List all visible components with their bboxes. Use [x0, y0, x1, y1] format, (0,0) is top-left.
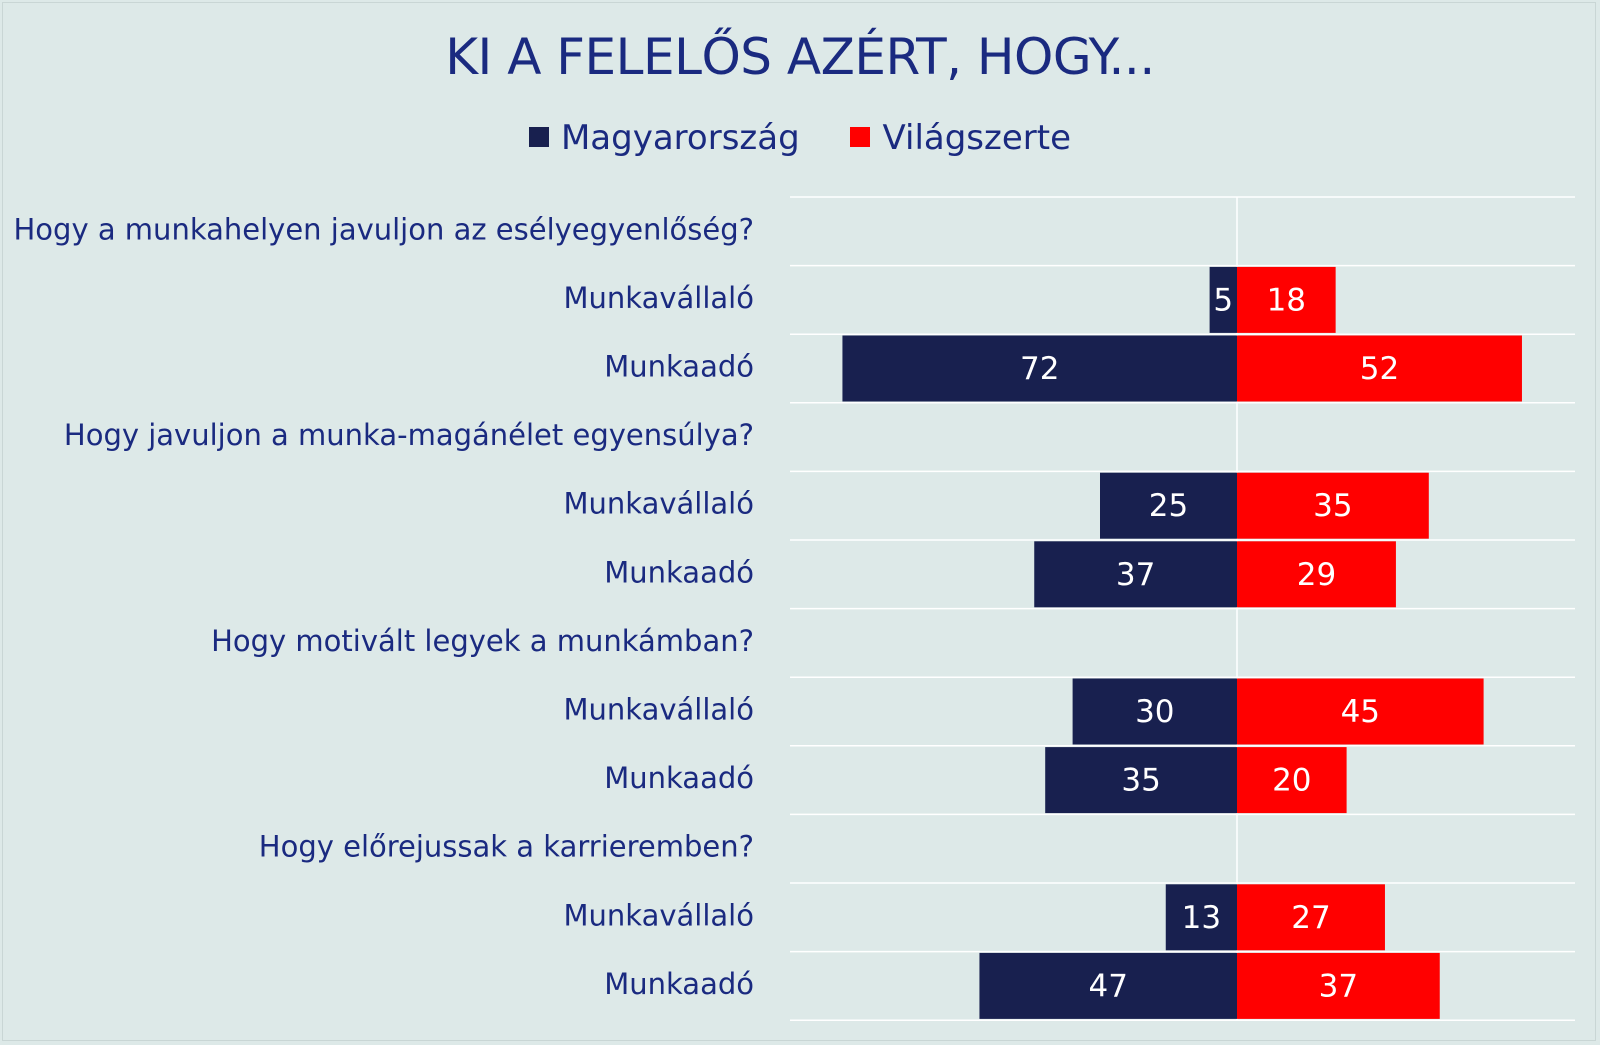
- value-label-magyarorszag: 30: [1135, 694, 1174, 730]
- question-label: Hogy javuljon a munka-magánélet egyensúl…: [64, 418, 754, 452]
- value-label-vilagszerte: 20: [1272, 763, 1311, 799]
- legend-label-magyarorszag: Magyarország: [560, 118, 800, 158]
- value-label-vilagszerte: 45: [1341, 694, 1380, 730]
- bar-magyarorszag: [1045, 747, 1237, 814]
- bar-vilagszerte: [1237, 747, 1347, 814]
- value-label-vilagszerte: 18: [1267, 282, 1306, 318]
- value-label-magyarorszag: 47: [1088, 968, 1127, 1004]
- bar-magyarorszag: [979, 952, 1237, 1019]
- bar-vilagszerte: [1237, 472, 1429, 539]
- value-label-magyarorszag: 5: [1213, 282, 1233, 318]
- value-label-magyarorszag: 72: [1020, 351, 1059, 387]
- bar-magyarorszag: [1209, 266, 1237, 333]
- category-label: Munkavállaló: [564, 898, 754, 932]
- bar-vilagszerte: [1237, 541, 1396, 608]
- category-label: Munkavállaló: [564, 487, 754, 521]
- bar-vilagszerte: [1237, 952, 1440, 1019]
- value-label-magyarorszag: 37: [1116, 557, 1155, 593]
- value-label-vilagszerte: 27: [1291, 900, 1330, 936]
- bar-magyarorszag: [1165, 884, 1237, 951]
- legend-swatch-magyarorszag: [528, 127, 549, 147]
- bar-magyarorszag: [842, 335, 1237, 402]
- bar-vilagszerte: [1237, 884, 1385, 951]
- question-label: Hogy előrejussak a karrieremben?: [259, 830, 754, 864]
- legend: Magyarország Világszerte: [0, 118, 1600, 158]
- bar-vilagszerte: [1237, 266, 1336, 333]
- bar-magyarorszag: [1100, 472, 1237, 539]
- question-label: Hogy a munkahelyen javuljon az esélyegye…: [13, 212, 754, 246]
- category-label: Munkaadó: [604, 555, 754, 589]
- value-label-magyarorszag: 25: [1149, 488, 1188, 524]
- value-label-vilagszerte: 52: [1360, 351, 1399, 387]
- bar-magyarorszag: [1034, 541, 1237, 608]
- chart-title: KI A FELELŐS AZÉRT, HOGY...: [445, 28, 1155, 86]
- legend-swatch-vilagszerte: [850, 127, 871, 147]
- legend-item-magyarorszag: Magyarország: [528, 118, 800, 158]
- value-label-vilagszerte: 29: [1297, 557, 1336, 593]
- value-label-magyarorszag: 13: [1182, 900, 1221, 936]
- legend-item-vilagszerte: Világszerte: [850, 118, 1071, 158]
- legend-label-vilagszerte: Világszerte: [882, 118, 1072, 158]
- bar-magyarorszag: [1072, 678, 1237, 745]
- bar-vilagszerte: [1237, 678, 1484, 745]
- value-label-vilagszerte: 37: [1319, 968, 1358, 1004]
- bar-vilagszerte: [1237, 335, 1522, 402]
- category-label: Munkaadó: [604, 761, 754, 795]
- value-label-vilagszerte: 35: [1313, 488, 1352, 524]
- category-label: Munkavállaló: [564, 281, 754, 315]
- value-label-magyarorszag: 35: [1121, 763, 1160, 799]
- category-label: Munkavállaló: [564, 693, 754, 727]
- question-label: Hogy motivált legyek a munkámban?: [211, 624, 754, 658]
- category-label: Munkaadó: [604, 350, 754, 384]
- category-label: Munkaadó: [604, 967, 754, 1001]
